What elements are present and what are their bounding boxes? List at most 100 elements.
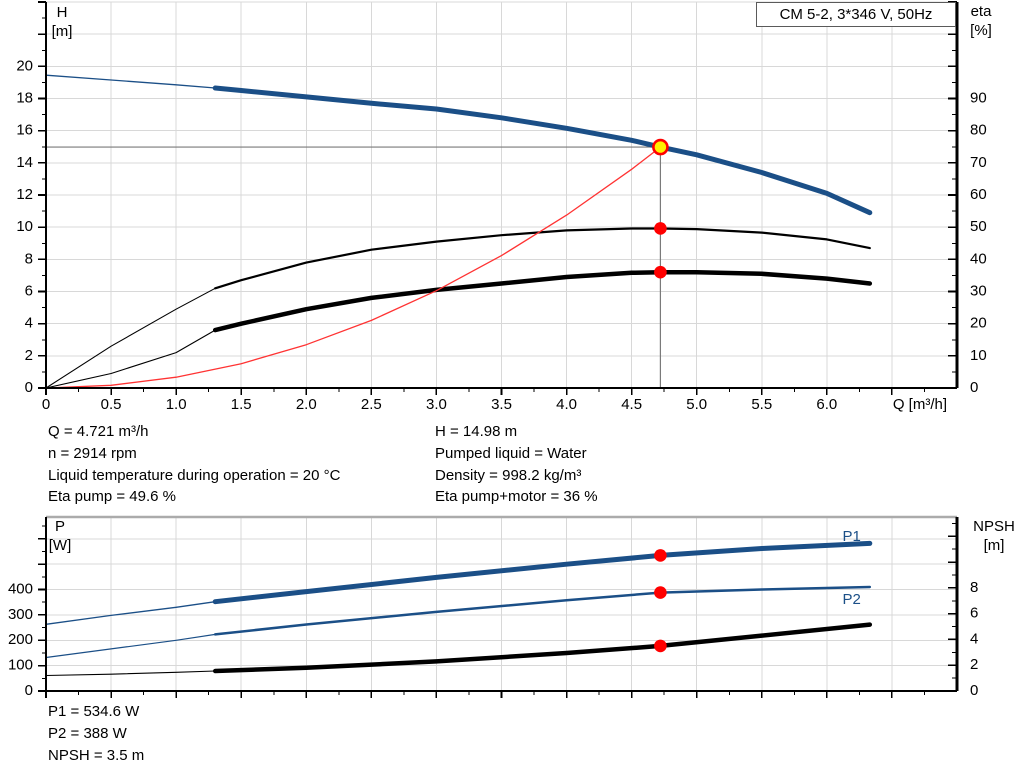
operating-value-marker bbox=[654, 639, 667, 653]
eta-pump-curve bbox=[45, 227, 871, 389]
left-tick-label: 18 bbox=[16, 89, 33, 106]
annotation-flow: Q = 4.721 m³/h bbox=[48, 423, 149, 440]
right-tick-label: 80 bbox=[970, 122, 987, 139]
eta-pump-motor-curve-thick-segment bbox=[212, 269, 873, 333]
x-tick-label: 5.5 bbox=[751, 396, 772, 413]
left-axis-title: H bbox=[57, 4, 68, 21]
left-tick-label: 12 bbox=[16, 186, 33, 203]
right-tick-label: 40 bbox=[970, 250, 987, 267]
p2-curve-thin-segment bbox=[45, 633, 216, 659]
right-tick-label: 90 bbox=[970, 89, 987, 106]
eta-pump-motor-curve bbox=[45, 269, 873, 389]
axes bbox=[38, 1, 959, 395]
left-tick-label: 4 bbox=[25, 315, 33, 332]
right-axis-unit: [m] bbox=[984, 537, 1005, 554]
operating-value-marker bbox=[654, 549, 667, 562]
right-axis-unit: [%] bbox=[970, 22, 992, 39]
duty-annotations-right: H = 14.98 m Pumped liquid = Water Densit… bbox=[435, 421, 598, 508]
operating-value-marker bbox=[654, 586, 667, 599]
left-tick-label: 200 bbox=[8, 631, 33, 648]
eta-pump-motor-curve-thin-segment bbox=[45, 329, 216, 389]
right-tick-label: 6 bbox=[970, 605, 978, 622]
right-tick-label: 4 bbox=[970, 630, 978, 647]
annotation-npsh: NPSH = 3.5 m bbox=[48, 746, 145, 764]
pump-title-box: CM 5-2, 3*346 V, 50Hz bbox=[756, 2, 956, 27]
right-tick-label: 20 bbox=[970, 315, 987, 332]
duty-annotations-left: Q = 4.721 m³/h n = 2914 rpm Liquid tempe… bbox=[48, 421, 340, 508]
x-tick-label: 4.5 bbox=[621, 396, 642, 413]
left-tick-label: 400 bbox=[8, 581, 33, 598]
right-tick-label: 8 bbox=[970, 579, 978, 596]
x-tick-label: 3.5 bbox=[491, 396, 512, 413]
left-tick-label: 10 bbox=[16, 218, 33, 235]
right-tick-label: 50 bbox=[970, 218, 987, 235]
right-axis-title: NPSH bbox=[973, 518, 1015, 535]
duty-point-crosshair bbox=[46, 146, 662, 388]
left-tick-label: 8 bbox=[25, 250, 33, 267]
qh-eta-chart: 0 0.5 1.0 1.5 2.0 2.5 3.0 3.5 4.0 4.5 5.0 5.5 6.0 Q [… bbox=[16, 1, 993, 413]
pump-curve bbox=[45, 74, 873, 216]
x-tick-label: 6.0 bbox=[816, 396, 837, 413]
grid-lines bbox=[46, 2, 957, 388]
npsh-curve-thin-segment bbox=[45, 670, 216, 677]
pump-curve-thick-segment bbox=[212, 85, 873, 216]
x-tick-label: 2.5 bbox=[361, 396, 382, 413]
right-tick-label: 30 bbox=[970, 282, 987, 299]
p2-curve bbox=[45, 585, 872, 659]
left-tick-label: 6 bbox=[25, 282, 33, 299]
p1-curve bbox=[45, 540, 873, 625]
left-axis-unit: [W] bbox=[49, 537, 72, 554]
right-tick-label: 10 bbox=[970, 347, 987, 364]
x-tick-label: 0 bbox=[42, 396, 50, 413]
eta-pump-curve-thin-segment bbox=[45, 287, 216, 389]
p2-curve-thick-segment bbox=[213, 585, 872, 636]
p1-curve-thin-segment bbox=[45, 601, 216, 625]
x-tick-label: 5.0 bbox=[686, 396, 707, 413]
x-tick-label: 1.5 bbox=[231, 396, 252, 413]
right-tick-label: 2 bbox=[970, 656, 978, 673]
annotation-density: Density = 998.2 kg/m³ bbox=[435, 466, 582, 484]
annotation-pumped-liquid: Pumped liquid = Water bbox=[435, 444, 587, 462]
left-tick-label: 300 bbox=[8, 606, 33, 623]
p1-curve-thick-segment bbox=[212, 540, 873, 605]
right-axis-title: eta bbox=[971, 3, 993, 20]
annotation-p2: P2 = 388 W bbox=[48, 724, 127, 742]
x-tick-label: 3.0 bbox=[426, 396, 447, 413]
p2-curve-label: P2 bbox=[842, 591, 860, 608]
npsh-curve-thick-segment bbox=[212, 622, 873, 674]
left-tick-label: 0 bbox=[25, 682, 33, 699]
annotation-liquid-temperature: Liquid temperature during operation = 20… bbox=[48, 466, 341, 484]
annotation-p1: P1 = 534.6 W bbox=[48, 703, 140, 720]
axes bbox=[38, 517, 959, 698]
left-tick-label: 0 bbox=[25, 379, 33, 396]
right-tick-label: 0 bbox=[970, 379, 978, 396]
duty-point-marker[interactable] bbox=[652, 138, 669, 156]
left-tick-label: 2 bbox=[25, 347, 33, 364]
right-tick-label: 0 bbox=[970, 682, 978, 699]
annotation-eta-pump-motor: Eta pump+motor = 36 % bbox=[435, 488, 598, 506]
left-tick-label: 100 bbox=[8, 657, 33, 674]
annotation-head: H = 14.98 m bbox=[435, 423, 518, 440]
operating-value-marker bbox=[654, 222, 667, 235]
eta-pump-curve-thick-segment bbox=[214, 227, 871, 290]
annotation-speed: n = 2914 rpm bbox=[48, 444, 137, 462]
npsh-curve bbox=[45, 622, 873, 677]
left-tick-label: 20 bbox=[16, 57, 33, 74]
pump-curve-thin-segment bbox=[45, 74, 216, 89]
system-curve-thin-segment bbox=[45, 146, 662, 389]
x-tick-label: 4.0 bbox=[556, 396, 577, 413]
x-axis-title: Q [m³/h] bbox=[893, 396, 947, 413]
system-curve bbox=[45, 146, 662, 389]
left-axis-unit: [m] bbox=[52, 23, 73, 40]
x-tick-label: 1.0 bbox=[166, 396, 187, 413]
left-tick-label: 14 bbox=[16, 154, 33, 171]
left-tick-label: 16 bbox=[16, 122, 33, 139]
right-tick-label: 60 bbox=[970, 186, 987, 203]
pump-title: CM 5-2, 3*346 V, 50Hz bbox=[779, 6, 933, 23]
grid-lines bbox=[46, 517, 957, 691]
x-tick-label: 0.5 bbox=[101, 396, 122, 413]
right-tick-label: 70 bbox=[970, 154, 987, 171]
x-tick-label: 2.0 bbox=[296, 396, 317, 413]
